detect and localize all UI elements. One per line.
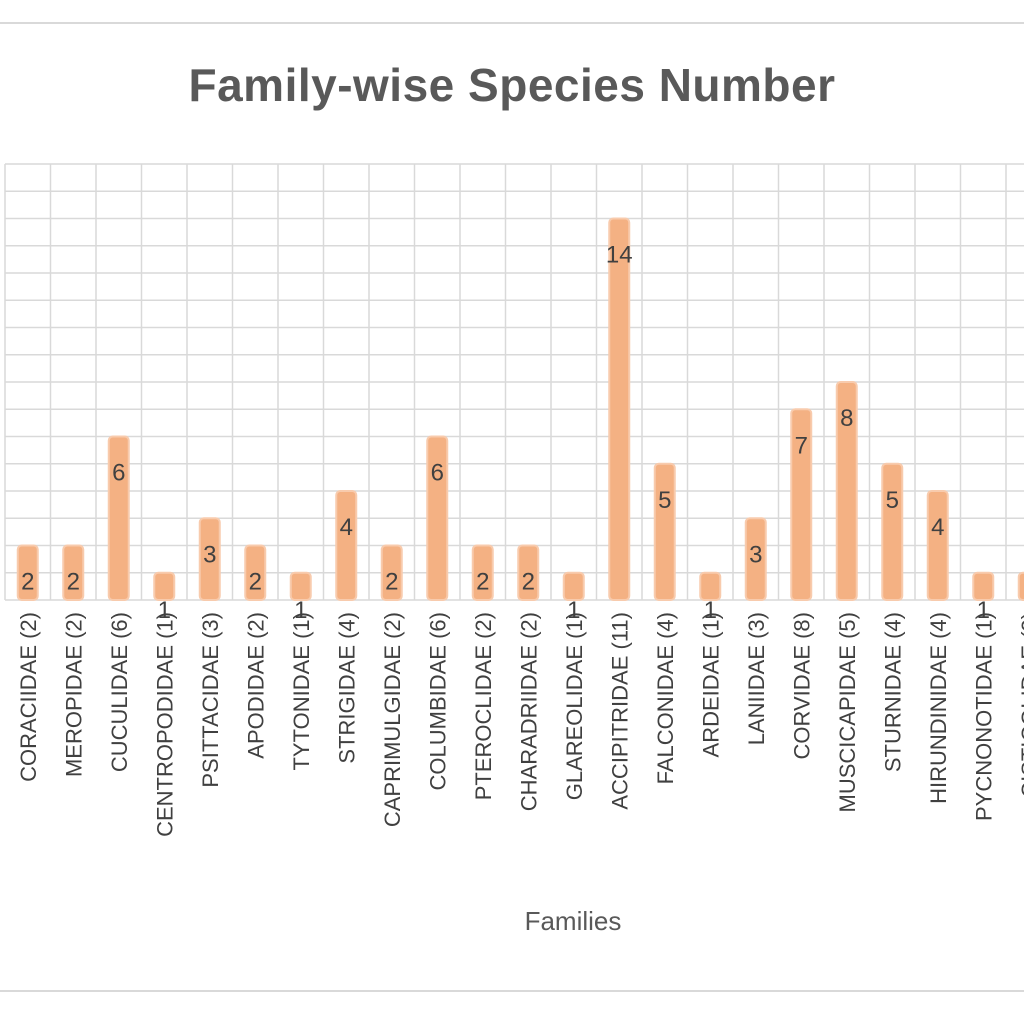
data-label: 2 [385,569,398,596]
bar [562,571,585,601]
x-tick-label: ARDEIDAE (1) [698,612,723,757]
x-tick-label: PTEROCLIDAE (2) [471,612,496,800]
bar [608,217,631,601]
bar [426,435,449,601]
x-tick-label: CORVIDAE (8) [789,612,814,760]
bar [107,435,130,601]
data-label: 7 [795,432,808,459]
bar [153,571,176,601]
x-tick-label: PSITTACIDAE (3) [198,612,223,788]
data-label: 3 [203,541,216,568]
x-tick-label: LANIIDAE (3) [744,612,769,745]
data-label: 14 [606,242,633,269]
x-tick-label: STURNIDAE (4) [880,612,905,772]
data-label: 2 [522,569,535,596]
x-tick-label: TYTONIDAE (1) [289,612,314,771]
data-label: 2 [476,569,489,596]
data-label: 1 [158,597,171,624]
bar [16,544,39,601]
chart-title: Family-wise Species Number [188,59,836,111]
bar [790,408,813,601]
x-tick-label: STRIGIDAE (4) [334,612,359,764]
x-tick-label: GLAREOLIDAE (1) [562,612,587,800]
data-label: 1 [704,597,717,624]
bar [517,544,540,601]
bar [881,462,904,601]
x-tick-label: FALCONIDAE (4) [653,612,678,784]
x-tick-label: CORACIIDAE (2) [16,612,41,782]
bar [380,544,403,601]
data-label: 5 [658,487,671,514]
bar [972,571,995,601]
x-tick-label: PYCNONOTIDAE (1) [971,612,996,821]
data-label: 1 [567,597,580,624]
bar [653,462,676,601]
x-tick-label: CENTROPODIDAE (1) [152,612,177,837]
x-tick-label: COLUMBIDAE (6) [425,612,450,790]
x-tick-label: CAPRIMULGIDAE (2) [380,612,405,827]
bar [926,490,949,601]
bar [471,544,494,601]
x-tick-label: CUCULIDAE (6) [107,612,132,772]
bar [62,544,85,601]
x-tick-label: HIRUNDINIDAE (4) [926,612,951,804]
bar [335,490,358,601]
data-label: 1 [1022,597,1024,624]
x-tick-label: CHARADRIIDAE (2) [516,612,541,811]
bar [744,517,767,601]
data-label: 4 [931,514,944,541]
bar [835,381,858,601]
bar [198,517,221,601]
x-tick-label: APODIDAE (2) [243,612,268,759]
x-tick-label: MEROPIDAE (2) [61,612,86,777]
x-axis-label: Families [524,906,622,936]
bar [699,571,722,601]
data-label: 8 [840,405,853,432]
data-label: 4 [340,514,353,541]
bar [1017,571,1024,601]
data-label: 2 [21,569,34,596]
x-tick-label: ACCIPITRIDAE (11) [607,612,632,810]
bar [289,571,312,601]
data-label: 1 [294,597,307,624]
data-label: 2 [249,569,262,596]
data-label: 6 [431,460,444,487]
data-label: 1 [977,597,990,624]
data-label: 3 [749,541,762,568]
bar [244,544,267,601]
data-label: 2 [67,569,80,596]
x-tick-label: MUSCICAPIDAE (5) [835,612,860,812]
data-label: 6 [112,460,125,487]
chart-frame [0,22,1024,992]
x-tick-label: CISTICOLIDAE (2) [1017,612,1024,798]
data-label: 5 [886,487,899,514]
